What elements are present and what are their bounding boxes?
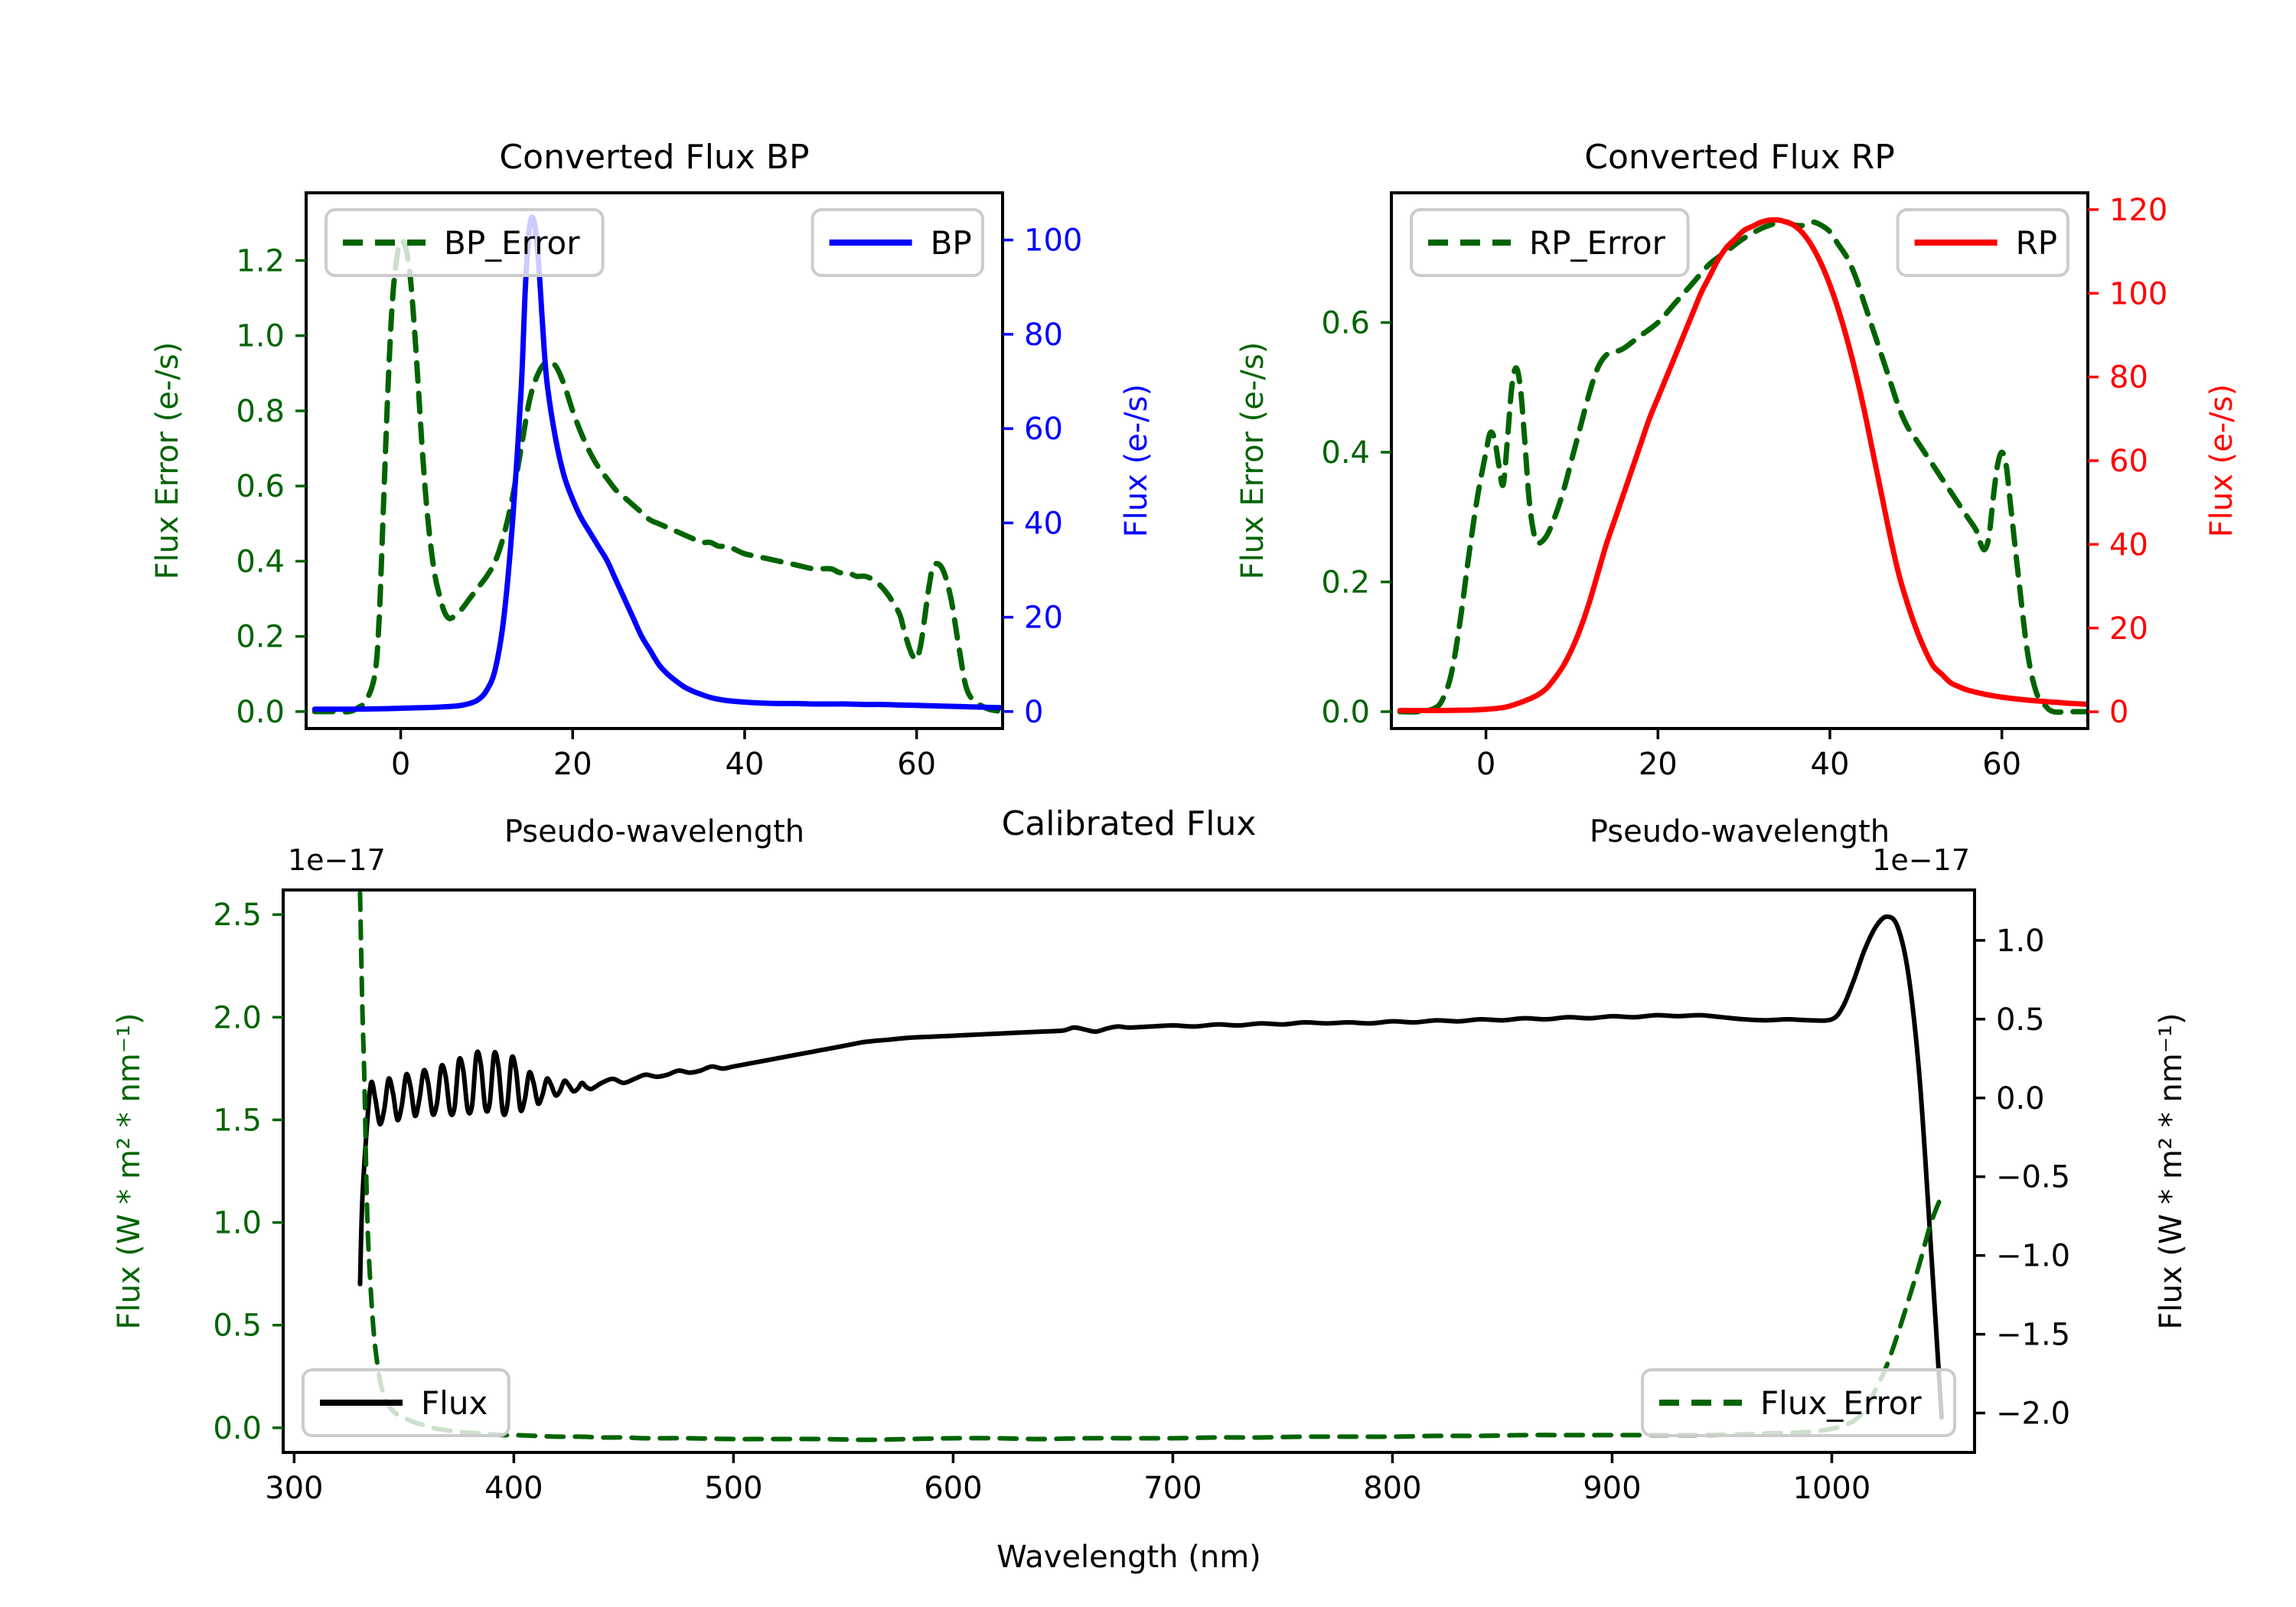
xtick-label: 20 bbox=[1639, 747, 1678, 782]
ytick-label-left: 1.0 bbox=[236, 319, 285, 354]
ytick-label-left: 0.0 bbox=[1321, 695, 1370, 730]
ytick-label-left: 0.0 bbox=[213, 1411, 262, 1446]
xaxis-label: Wavelength (nm) bbox=[996, 1540, 1261, 1575]
xtick-label: 300 bbox=[265, 1471, 323, 1506]
ytick-label-left: 0.6 bbox=[236, 469, 285, 504]
xaxis-label: Pseudo-wavelength bbox=[504, 814, 804, 849]
legend-rp-error: RP_Error bbox=[1410, 208, 1690, 277]
xtick-label: 700 bbox=[1143, 1471, 1202, 1506]
legend-box bbox=[1641, 1368, 1956, 1437]
ytick-label-left: 1.0 bbox=[213, 1206, 262, 1241]
yaxis-label-left: Flux Error (e-/s) bbox=[1235, 342, 1270, 580]
legend-label: RP_Error bbox=[1529, 224, 1666, 262]
series-line-rp_error bbox=[1397, 219, 2088, 715]
ytick-label-right: 60 bbox=[2109, 444, 2148, 479]
ytick-label-left: 2.5 bbox=[213, 898, 262, 933]
ytick-label-right: −1.0 bbox=[1996, 1239, 2070, 1274]
axes-frame-bottom bbox=[282, 888, 1976, 1454]
xtick-label: 60 bbox=[1982, 747, 2021, 782]
legend-flux-error: Flux_Error bbox=[1641, 1368, 1956, 1437]
xtick-label: 500 bbox=[704, 1471, 762, 1506]
ytick-label-left: 0.0 bbox=[236, 695, 285, 730]
yaxis-label-right: Flux (e-/s) bbox=[2204, 384, 2239, 537]
panel-title-top-right: Converted Flux RP bbox=[1584, 138, 1895, 177]
plot-panel-top-left: 0 20 40 60 Pseudo-wavelength 0.0 0.2 0.4 0.6 0.8 1… bbox=[150, 138, 1154, 849]
ytick-label-right: −0.5 bbox=[1996, 1160, 2070, 1195]
ytick-label-right: 0 bbox=[2109, 695, 2128, 730]
ytick-label-right: 40 bbox=[2109, 527, 2148, 562]
xtick-label: 20 bbox=[553, 747, 592, 782]
xaxis-label: Pseudo-wavelength bbox=[1590, 814, 1890, 849]
xtick-label: 60 bbox=[897, 747, 936, 782]
yaxis-offset-left: 1e−17 bbox=[288, 843, 386, 877]
ytick-label-right: 100 bbox=[2109, 276, 2167, 311]
yaxis-label-right: Flux (W * m² * nm⁻¹) bbox=[2154, 1013, 2189, 1330]
legend-box bbox=[302, 1368, 510, 1437]
series-line-rp bbox=[1397, 217, 2088, 714]
legend-label: Flux_Error bbox=[1760, 1384, 1922, 1422]
ytick-label-right: 20 bbox=[2109, 611, 2148, 647]
ytick-label-left: 1.5 bbox=[213, 1103, 262, 1138]
xtick-label: 400 bbox=[484, 1471, 543, 1506]
ytick-label-right: 40 bbox=[1024, 506, 1063, 541]
ytick-label-left: 0.5 bbox=[213, 1309, 262, 1344]
ytick-label-right: 0.5 bbox=[1996, 1002, 2045, 1038]
xtick-label: 0 bbox=[391, 747, 410, 782]
ytick-label-right: −2.0 bbox=[1996, 1397, 2070, 1432]
plot-area-bottom bbox=[283, 890, 1975, 1452]
ytick-label-right: 0 bbox=[1024, 695, 1043, 730]
xtick-label: 1000 bbox=[1793, 1471, 1871, 1506]
ytick-label-right: 20 bbox=[1024, 601, 1063, 636]
series-line-bp_error bbox=[311, 237, 1003, 715]
ytick-label-left: 0.6 bbox=[1321, 305, 1370, 341]
ytick-label-left: 0.4 bbox=[1321, 435, 1370, 471]
ytick-label-left: 1.2 bbox=[236, 243, 285, 279]
legend-bp: BP bbox=[810, 208, 984, 277]
ytick-label-left: 0.2 bbox=[236, 620, 285, 655]
legend-rp: RP bbox=[1896, 208, 2070, 277]
ytick-label-left: 2.0 bbox=[213, 1000, 262, 1035]
xtick-label: 900 bbox=[1583, 1471, 1641, 1506]
legend-label: BP_Error bbox=[444, 224, 580, 262]
yaxis-label-left: Flux Error (e-/s) bbox=[150, 342, 185, 580]
ytick-label-right: 120 bbox=[2109, 193, 2167, 228]
legend-label: Flux bbox=[421, 1384, 488, 1422]
xtick-label: 0 bbox=[1476, 747, 1495, 782]
yaxis-offset-right: 1e−17 bbox=[1872, 843, 1970, 877]
ytick-label-right: 80 bbox=[1024, 318, 1063, 353]
series-line-flux bbox=[357, 914, 1944, 1420]
ytick-label-right: 80 bbox=[2109, 360, 2148, 396]
xtick-label: 40 bbox=[726, 747, 765, 782]
axes-frame-top-left bbox=[305, 191, 1004, 730]
xtick-label: 40 bbox=[1811, 747, 1850, 782]
legend-label: RP bbox=[2016, 224, 2058, 262]
panel-title-top-left: Converted Flux BP bbox=[499, 138, 809, 177]
ytick-label-left: 0.4 bbox=[236, 544, 285, 579]
ytick-label-right: 100 bbox=[1024, 223, 1082, 259]
ytick-label-right: −1.5 bbox=[1996, 1318, 2070, 1353]
xtick-label: 600 bbox=[924, 1471, 982, 1506]
ytick-label-right: 60 bbox=[1024, 412, 1063, 447]
legend-box bbox=[1410, 208, 1690, 277]
legend-label: BP bbox=[931, 224, 972, 262]
legend-flux: Flux bbox=[302, 1368, 510, 1437]
series-line-bp bbox=[311, 214, 1003, 712]
yaxis-label-left: Flux (W * m² * nm⁻¹) bbox=[112, 1013, 147, 1330]
xtick-label: 800 bbox=[1363, 1471, 1421, 1506]
panel-title-bottom: Calibrated Flux bbox=[1002, 804, 1257, 843]
yaxis-label-right: Flux (e-/s) bbox=[1119, 384, 1154, 537]
legend-bp-error: BP_Error bbox=[325, 208, 605, 277]
ytick-label-right: 1.0 bbox=[1996, 924, 2045, 959]
legend-box bbox=[325, 208, 605, 277]
ytick-label-right: 0.0 bbox=[1996, 1081, 2045, 1116]
plot-panel-top-right: 0 20 40 60 Pseudo-wavelength 0.0 0.2 0.4 0.6 Flux… bbox=[1235, 138, 2239, 849]
ytick-label-left: 0.2 bbox=[1321, 565, 1370, 600]
plot-panel-bottom: 300 400 500 600 700 800 900 1000 Wavelength (nm)… bbox=[112, 804, 2189, 1575]
ytick-label-left: 0.8 bbox=[236, 394, 285, 429]
